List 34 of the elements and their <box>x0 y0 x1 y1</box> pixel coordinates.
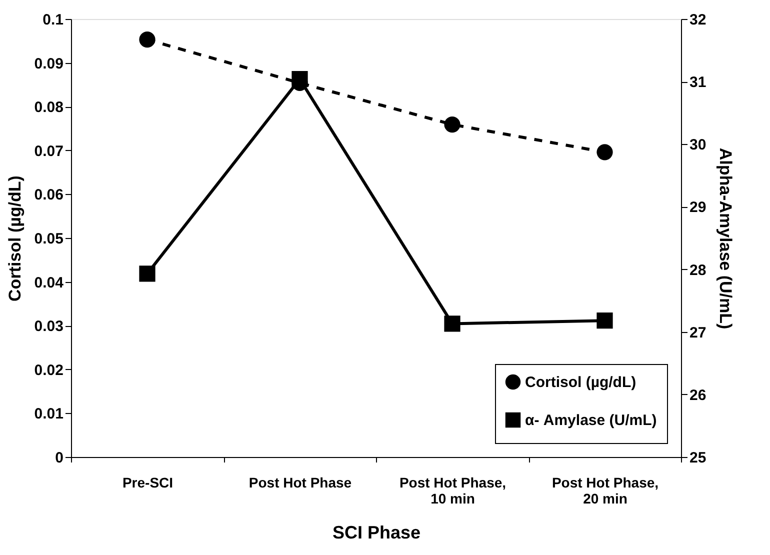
point <box>596 144 613 160</box>
legend-label: α- Amylase (U/mL) <box>525 412 657 429</box>
y2-tick-label: 28 <box>690 262 706 279</box>
x-tick-label: Pre-SCI <box>122 474 174 490</box>
x-axis-title: SCI Phase <box>332 522 421 542</box>
x-tick-label: Post Hot Phase, 20 min <box>552 474 659 506</box>
x-tick-label: Post Hot Phase <box>248 474 352 490</box>
y2-tick-label: 30 <box>690 136 706 154</box>
point <box>444 316 460 332</box>
y-tick-label: 0.07 <box>34 142 64 160</box>
y-tick-label: 0.09 <box>34 55 64 72</box>
y-axis-title: Cortisol (µg/dL) <box>5 176 24 302</box>
y2-tick-label: 29 <box>690 199 706 216</box>
point <box>139 266 156 282</box>
y-tick-label: 0.02 <box>34 362 64 379</box>
y2-tick-label: 27 <box>690 324 706 342</box>
point <box>596 312 613 329</box>
y-tick-label: 0.01 <box>34 406 64 423</box>
y2-tick-label: 32 <box>690 12 706 28</box>
x-tick-label: Post Hot Phase, 10 min <box>399 474 506 506</box>
y-tick-label: 0.05 <box>34 230 64 248</box>
y-tick-label: 0.1 <box>42 12 64 28</box>
point <box>139 32 156 48</box>
legend-label: Cortisol (µg/dL) <box>525 374 636 391</box>
y-tick-label: 0 <box>55 450 64 466</box>
y-tick-label: 0.04 <box>34 274 64 292</box>
y2-tick-label: 26 <box>690 386 706 404</box>
y-tick-label: 0.08 <box>34 99 64 116</box>
point <box>444 116 460 133</box>
y2-tick-label: 25 <box>690 450 706 466</box>
y-tick-label: 0.06 <box>34 186 64 204</box>
y2-tick-label: 31 <box>690 74 706 92</box>
y2-axis-title: Alpha-Amylase (U/mL) <box>716 148 736 330</box>
y-tick-label: 0.03 <box>34 318 64 336</box>
